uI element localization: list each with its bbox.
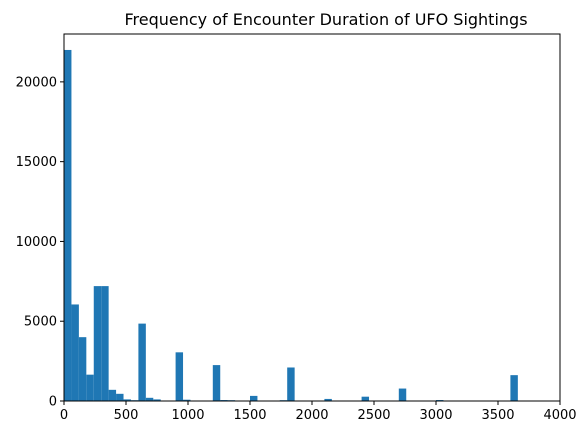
y-tick-label: 5000 bbox=[24, 315, 57, 330]
x-tick-label: 0 bbox=[60, 408, 68, 423]
x-tick-label: 2500 bbox=[357, 408, 390, 423]
histogram-bar bbox=[116, 393, 124, 401]
x-tick-label: 3500 bbox=[481, 408, 514, 423]
histogram-bar bbox=[71, 304, 79, 401]
x-tick-label: 3000 bbox=[419, 408, 452, 423]
x-tick-label: 500 bbox=[114, 408, 139, 423]
y-tick-label: 20000 bbox=[16, 75, 57, 90]
x-tick-label: 1500 bbox=[233, 408, 266, 423]
x-tick-label: 1000 bbox=[171, 408, 204, 423]
histogram-bar bbox=[101, 286, 109, 401]
histogram-bar bbox=[138, 323, 146, 401]
histogram-bar bbox=[93, 286, 102, 401]
histogram-bar bbox=[64, 49, 72, 402]
histogram-bar bbox=[78, 337, 87, 401]
histogram-bar bbox=[175, 352, 184, 401]
y-tick-label: 15000 bbox=[16, 155, 57, 170]
histogram-bar bbox=[287, 367, 295, 401]
axes-layer: 0 500 1000 1500 2000 2500 3000 3500 4000 0 5000 100… bbox=[16, 33, 577, 423]
histogram-bar bbox=[510, 375, 518, 401]
x-tick-label: 4000 bbox=[543, 408, 576, 423]
histogram-bar bbox=[108, 389, 117, 401]
histogram-bar bbox=[153, 399, 161, 401]
histogram-bar bbox=[123, 399, 131, 401]
histogram-bar bbox=[250, 395, 258, 401]
histogram-bar bbox=[183, 399, 191, 401]
bars-layer bbox=[64, 49, 518, 402]
histogram-bar bbox=[86, 374, 94, 401]
y-tick-label: 0 bbox=[49, 395, 57, 410]
histogram-bar bbox=[398, 388, 407, 401]
histogram-bar bbox=[145, 397, 154, 401]
histogram-bar bbox=[212, 365, 221, 401]
chart-title: Frequency of Encounter Duration of UFO S… bbox=[124, 10, 527, 29]
y-tick-label: 10000 bbox=[16, 235, 57, 250]
x-tick-label: 2000 bbox=[295, 408, 328, 423]
histogram-bar bbox=[361, 396, 370, 401]
histogram-bar bbox=[324, 398, 332, 401]
